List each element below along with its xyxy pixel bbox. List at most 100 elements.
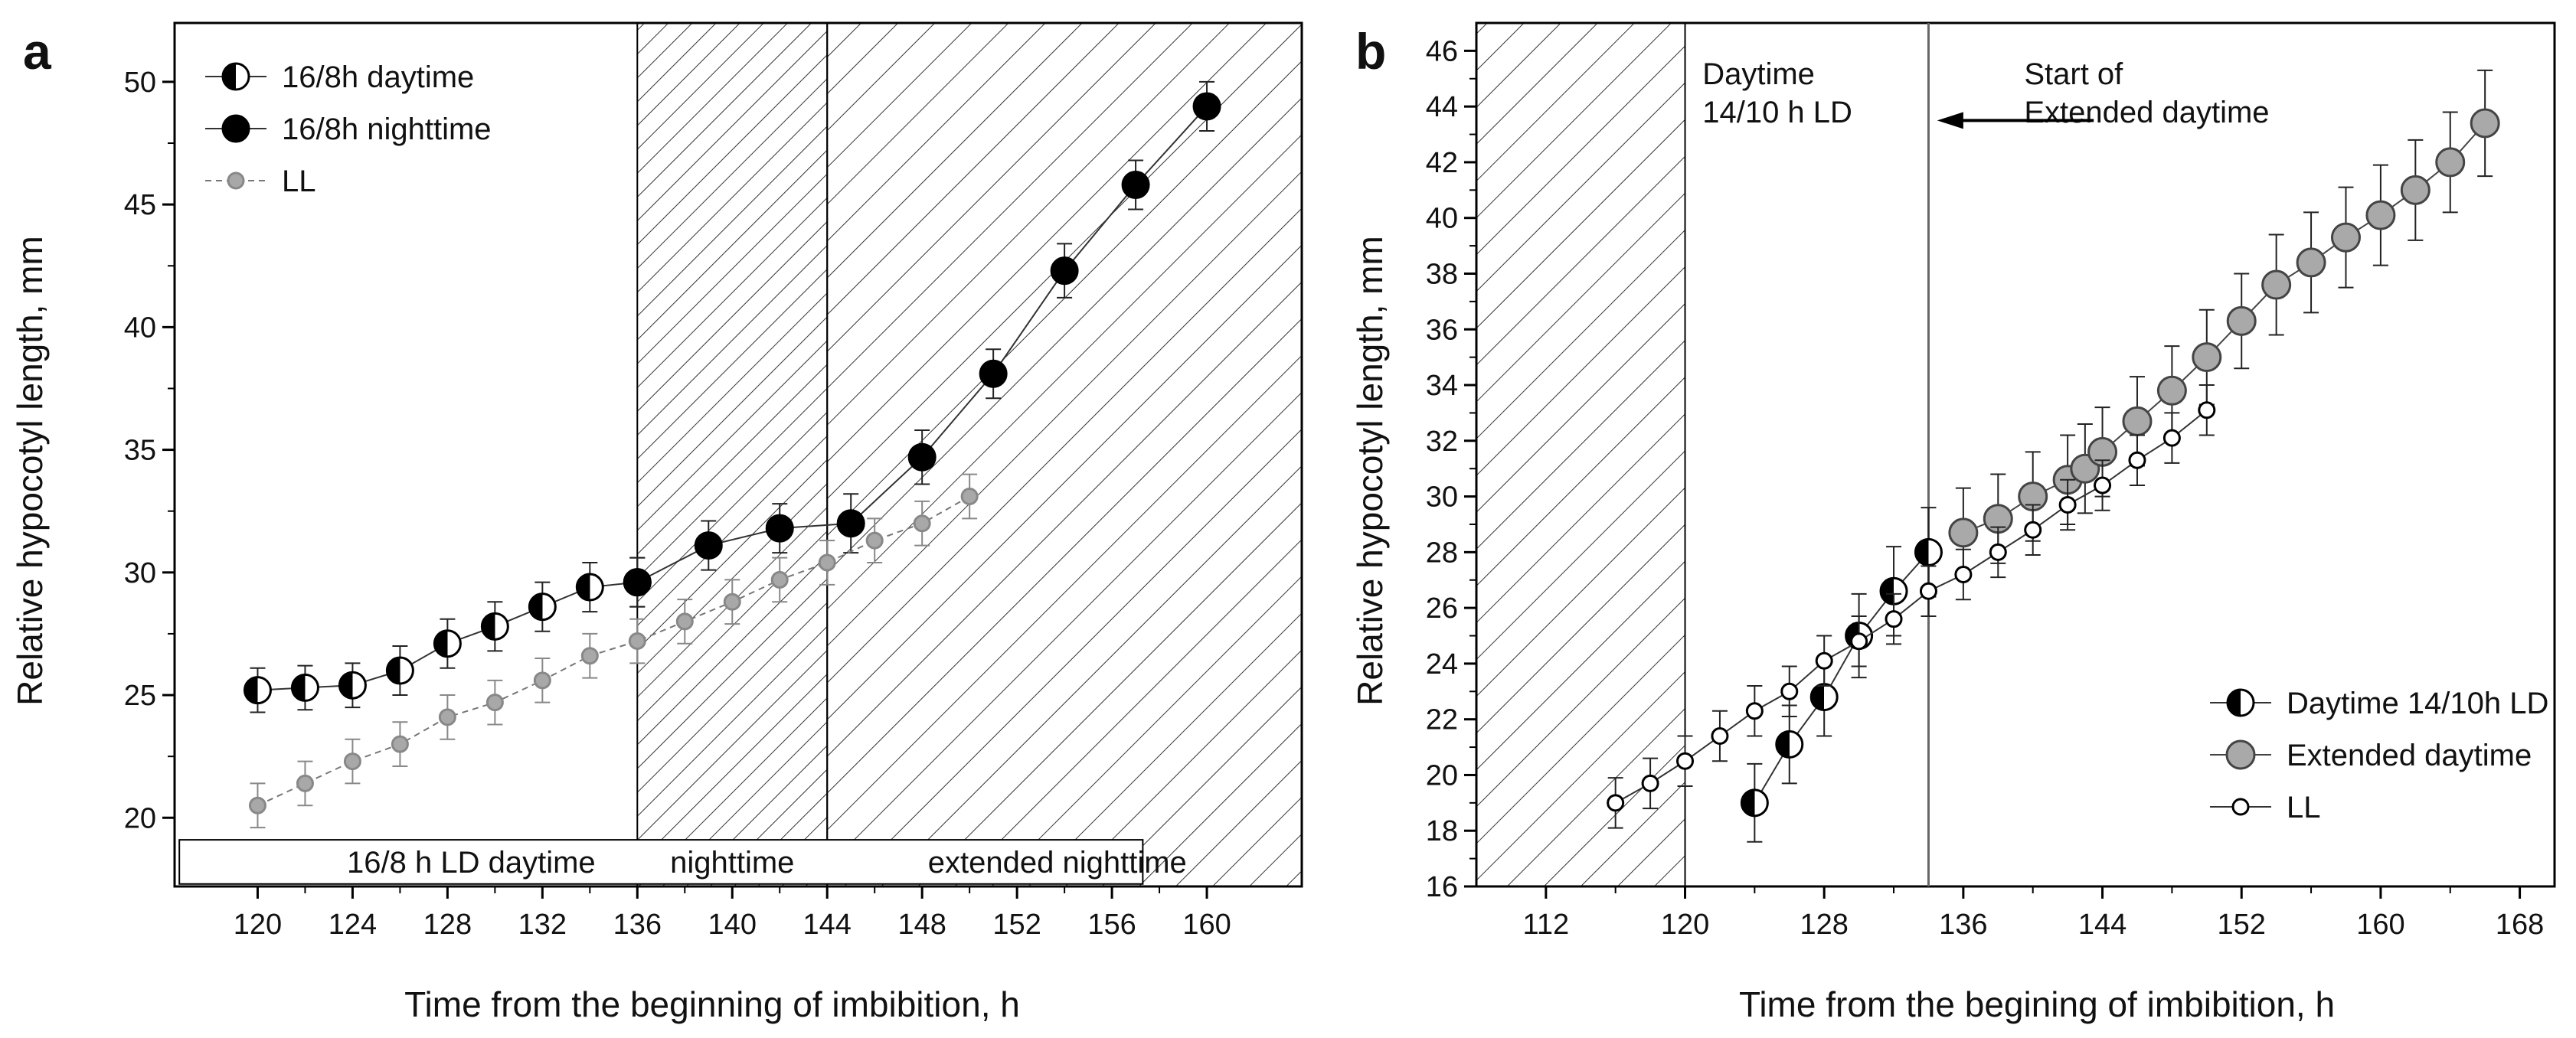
panel-b-annotation-text: Extended daytime [2024, 96, 2269, 129]
panel-a-x-tick-label: 148 [897, 909, 946, 941]
panel-a: a Relative hypocotyl length, mm Time fro… [10, 21, 1303, 1024]
panel-b-y-tick-label: 32 [1426, 426, 1458, 458]
panel-a-x-tick-label: 160 [1182, 909, 1231, 941]
panel-a-x-tick-label: 152 [992, 909, 1041, 941]
panel-a-series-2 [248, 473, 979, 829]
panel-a-data-point [438, 708, 456, 726]
panel-b-legend-marker [2226, 688, 2255, 717]
panel-b-annotation-text: Daytime [1702, 57, 1815, 91]
panel-b-x-tick-label: 128 [1800, 909, 1848, 941]
panel-b-data-point [1989, 543, 2007, 561]
panel-b-data-point [1954, 565, 1973, 583]
panel-b-data-point [1815, 651, 1833, 670]
panel-b-x-tick-label: 144 [2078, 909, 2127, 941]
panel-b-x-tick-label: 136 [1939, 909, 1987, 941]
panel-b-y-tick-label: 18 [1426, 815, 1458, 847]
panel-b-x-tick-label: 120 [1661, 909, 1709, 941]
panel-b-y-tick-label: 20 [1426, 759, 1458, 792]
panel-b-data-point [1780, 682, 1799, 700]
panel-a-legend-label: 16/8h nighttime [282, 113, 492, 146]
panel-a-legend-marker [221, 62, 250, 91]
panel-a-y-tick-label: 50 [124, 67, 156, 99]
panel-b-x-tick-label: 152 [2218, 909, 2266, 941]
panel-a-series-line [257, 495, 970, 807]
panel-a-y-tick-label: 45 [124, 189, 156, 221]
panel-a-y-axis-title: Relative hypocotyl length, mm [10, 236, 50, 706]
panel-a-x-tick-label: 128 [423, 909, 472, 941]
panel-a-data-point [913, 514, 931, 533]
panel-b-y-tick-label: 22 [1426, 704, 1458, 736]
panel-a-x-axis-title: Time from the beginning of imbibition, h [404, 984, 1020, 1024]
panel-a-data-point [338, 671, 367, 700]
panel-b-series-0 [1740, 507, 1943, 843]
panel-b-legend-label: LL [2287, 791, 2321, 824]
panel-a-x-tick-label: 132 [518, 909, 567, 941]
panel-a-data-point [248, 796, 266, 814]
panel-a-data-point [1050, 256, 1079, 286]
panel-b-plot-frame [1475, 21, 2556, 888]
panel-b-data-point [2435, 147, 2466, 178]
panel-b-data-point [2470, 108, 2500, 139]
panel-b-annotation-text: Start of [2024, 57, 2123, 91]
panel-b-data-point [2058, 495, 2077, 514]
panel-b-y-axis-title: Relative hypocotyl length, mm [1350, 236, 1390, 706]
panel-a-data-point [433, 629, 462, 658]
panel-b-data-point [2330, 222, 2361, 253]
panel-b-y-tick-label: 44 [1426, 91, 1458, 123]
panel-a-data-point [865, 531, 884, 550]
panel-a-data-point [528, 592, 557, 622]
panel-b-data-point [2122, 406, 2153, 436]
panel-a-period-label-box [178, 839, 1144, 885]
panel-a-legend-marker [221, 114, 250, 143]
panel-b-x-tick-label: 160 [2356, 909, 2404, 941]
panel-a-y-tick-label: 25 [124, 680, 156, 712]
panel-b-data-point [2226, 305, 2257, 336]
panel-b-data-point [2128, 451, 2146, 469]
panel-a-x-tick-label: 120 [234, 909, 282, 941]
panel-a-data-point [907, 442, 937, 472]
panel-a-data-point [960, 487, 979, 505]
panel-b-x-tick-label: 112 [1523, 909, 1570, 941]
panel-b-data-point [1919, 582, 1937, 600]
panel-b-legend-label: Extended daytime [2287, 739, 2532, 772]
panel-a-x-tick-label: 124 [329, 909, 377, 941]
panel-a-x-tick-label: 140 [708, 909, 757, 941]
panel-a-data-point [485, 694, 504, 712]
panel-a-data-point [296, 774, 314, 792]
panel-b-data-point [2198, 401, 2216, 419]
panel-a-data-point [480, 612, 509, 641]
panel-b-data-point [1740, 788, 1769, 818]
panel-b: b Relative hypocotyl length, mm Time fro… [1350, 21, 2556, 1024]
panel-b-data-point [1850, 632, 1868, 651]
panel-b-hatched-region [1476, 22, 1686, 887]
panel-a-x-tick-label: 136 [613, 909, 662, 941]
panel-b-series-line [1615, 410, 2208, 804]
panel-b-letter: b [1355, 23, 1386, 80]
panel-b-data-point [1775, 730, 1804, 759]
panel-b-x-tick-label: 168 [2496, 909, 2544, 941]
panel-b-legend-marker [2231, 798, 2250, 816]
panel-b-data-point [2024, 521, 2042, 539]
panel-b-annotation-arrowhead [1937, 112, 1963, 129]
panel-a-y-tick-label: 35 [124, 435, 156, 467]
panel-b-data-point [2400, 175, 2431, 205]
panel-b-data-point [1809, 683, 1839, 712]
panel-b-data-point [2156, 375, 2187, 406]
panel-b-y-tick-label: 30 [1426, 481, 1458, 514]
panel-b-data-point [1641, 774, 1659, 792]
panel-a-y-tick-label: 40 [124, 312, 156, 344]
panel-b-data-point [2162, 429, 2181, 447]
panel-a-letter: a [23, 23, 52, 80]
panel-b-y-tick-label: 26 [1426, 592, 1458, 625]
panel-b-y-tick-label: 38 [1426, 258, 1458, 290]
panel-a-data-point [836, 509, 865, 538]
panel-a-data-point [385, 656, 414, 685]
panel-b-data-point [1607, 794, 1625, 812]
panel-a-data-point [770, 570, 789, 589]
panel-a-data-point [1121, 171, 1150, 199]
panel-b-y-tick-label: 24 [1426, 648, 1458, 681]
panel-a-series-1 [623, 80, 1221, 608]
panel-b-y-tick-label: 42 [1426, 147, 1458, 179]
panel-a-legend-marker [227, 171, 245, 190]
